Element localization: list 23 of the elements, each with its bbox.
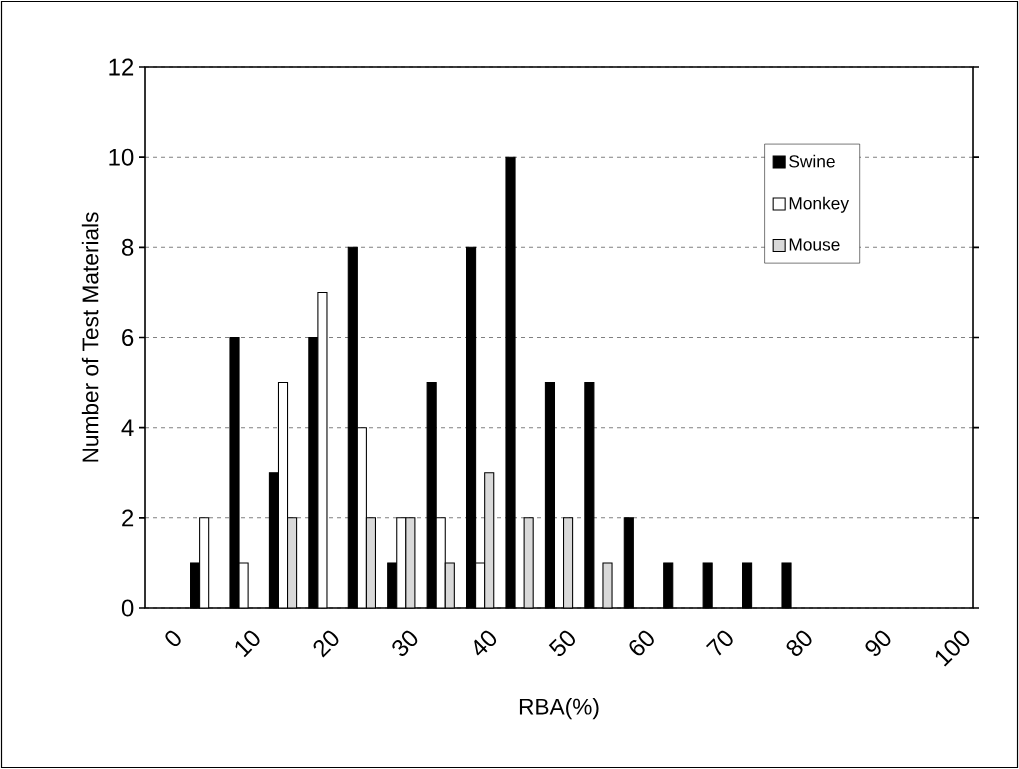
y-tick-label: 8 — [121, 238, 134, 256]
x-tick-label: 50 — [548, 630, 575, 657]
x-tick-label: 70 — [705, 630, 733, 656]
x-tick-label: 20 — [313, 630, 339, 658]
x-tick-label: 90 — [865, 630, 891, 656]
legend-label: Mouse — [789, 238, 840, 251]
x-tick-label: 30 — [392, 630, 418, 656]
legend-label: Monkey — [789, 196, 850, 213]
x-tick-label: 10 — [235, 630, 260, 658]
y-tick-label: 4 — [121, 419, 134, 436]
legend-label: Swine — [789, 154, 835, 168]
y-tick-label: 6 — [122, 328, 134, 346]
x-axis-title: RBA(%) — [519, 698, 599, 720]
y-axis-title: Number of Test Materials — [81, 212, 99, 462]
x-tick-label: 80 — [786, 630, 812, 656]
y-tick-label: 12 — [109, 58, 134, 76]
y-tick-label: 0 — [121, 599, 134, 617]
y-tick-label: 2 — [122, 509, 134, 527]
y-tick-label: 10 — [109, 148, 134, 166]
x-tick-label: 40 — [474, 630, 497, 656]
x-tick-label: 0 — [165, 630, 181, 647]
x-tick-label: 100 — [935, 630, 970, 667]
x-tick-label: 60 — [629, 630, 654, 656]
